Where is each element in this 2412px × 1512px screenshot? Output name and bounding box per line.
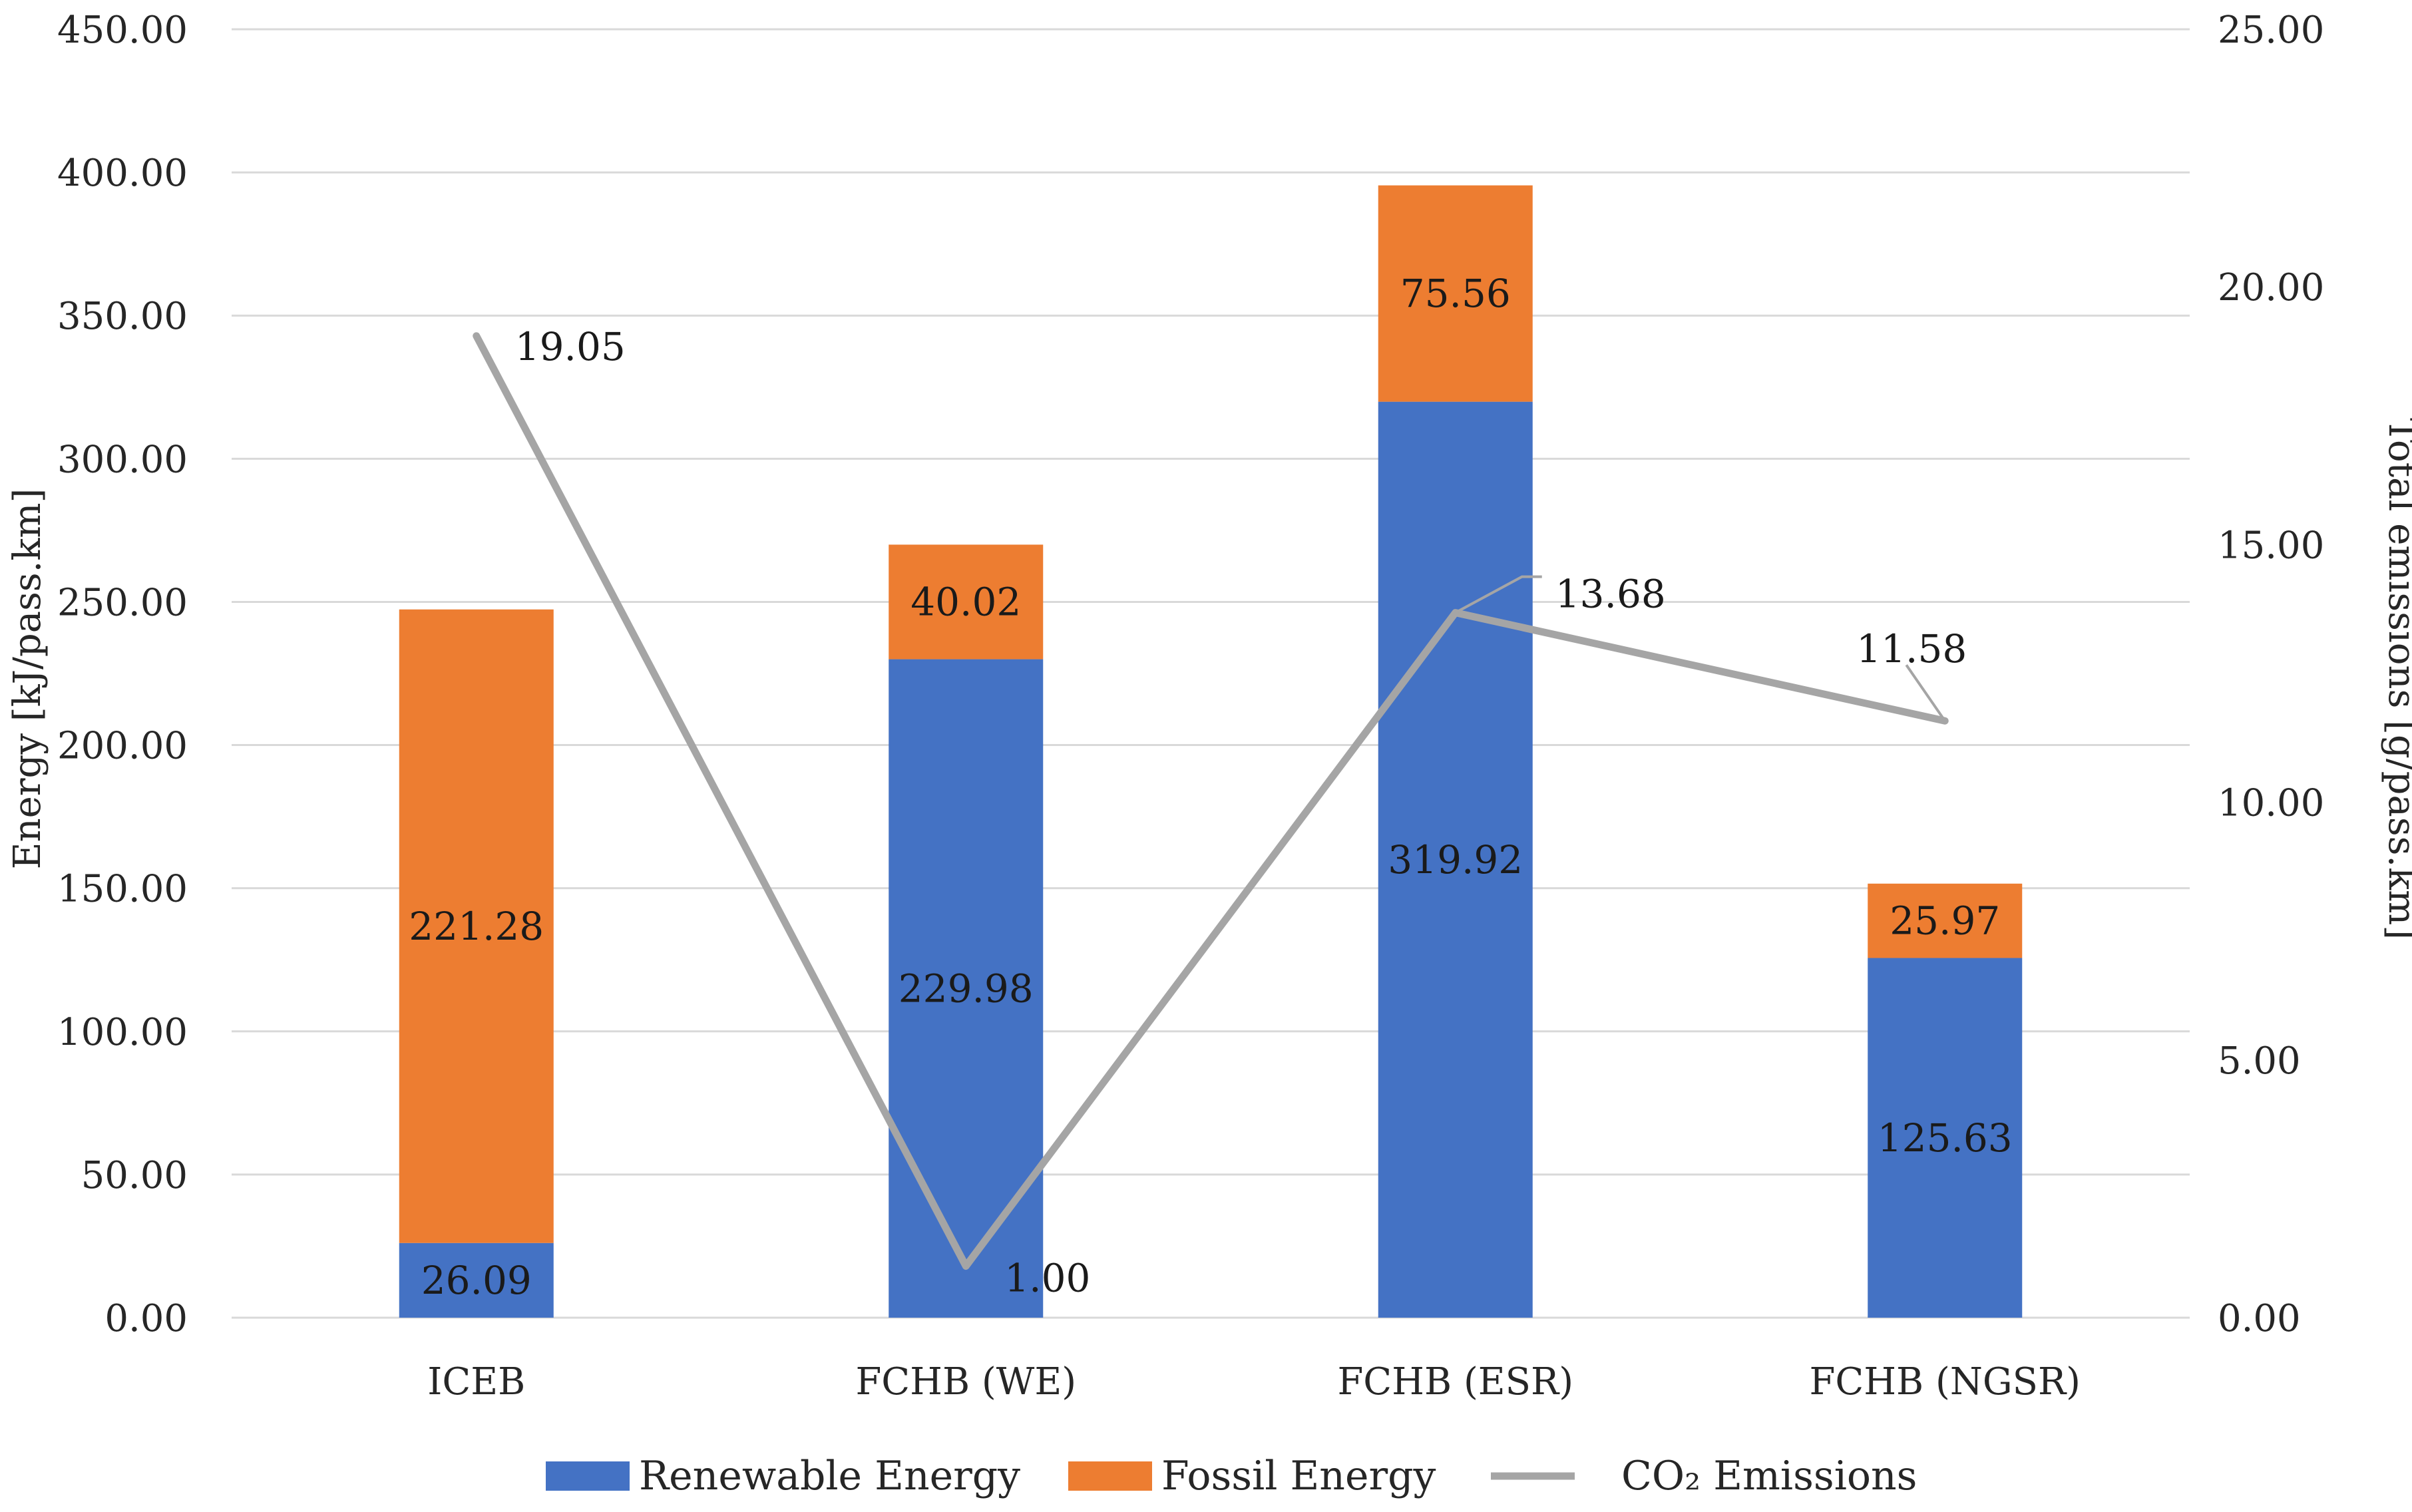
left-tick-label: 300.00 [57,438,188,481]
right-tick-label: 15.00 [2218,524,2324,567]
right-tick-label: 0.00 [2218,1297,2301,1340]
bar-fossil [1868,883,2023,958]
right-tick-label: 20.00 [2218,266,2324,309]
bar-data-label: 25.97 [1890,898,2000,944]
bar-fossil [1378,185,1533,402]
left-tick-label: 200.00 [57,725,188,768]
category-labels: ICEB FCHB (WE) FCHB (ESR) FCHB (NGSR) [427,1360,2081,1404]
leader-line [1905,664,1946,722]
bar-renewable [889,659,1044,1318]
left-tick-label: 450.00 [57,9,188,52]
category-label: FCHB (WE) [855,1360,1076,1404]
right-axis-title: Total emissions [g/pass.km] [2380,418,2412,940]
co2-emissions-line [473,332,1949,1270]
right-tick-label: 25.00 [2218,9,2324,52]
category-label: FCHB (ESR) [1337,1360,1573,1404]
left-tick-label: 0.00 [104,1297,188,1340]
line-data-label: 1.00 [1004,1256,1090,1301]
bar-fossil [889,544,1044,660]
bar-renewable [1868,958,2023,1318]
legend-label: Renewable Energy [639,1453,1020,1499]
bar-data-label: 75.56 [1400,271,1511,316]
left-tick-label: 150.00 [57,868,188,911]
bar-data-label: 26.09 [421,1258,532,1303]
bar-renewable [1378,401,1533,1318]
left-tick-label: 250.00 [57,581,188,624]
left-tick-label: 50.00 [81,1154,188,1197]
category-label: ICEB [427,1360,525,1404]
right-tick-label: 10.00 [2218,782,2324,825]
bar-series [399,185,2023,1318]
left-tick-label: 350.00 [57,295,188,338]
bar-data-label: 221.28 [409,904,544,949]
legend: Renewable Energy Fossil Energy CO₂ Emissio… [546,1453,1917,1499]
bar-data-label: 229.98 [899,966,1034,1011]
category-label: FCHB (NGSR) [1810,1360,2081,1404]
right-axis-ticks: 0.00 5.00 10.00 15.00 20.00 25.00 [2218,9,2324,1340]
legend-label: CO₂ Emissions [1621,1453,1917,1499]
line-data-label: 19.05 [515,324,626,369]
gridlines [232,28,2190,1319]
data-labels: 26.09 221.28 229.98 40.02 319.92 75.56 125.63 2… [409,271,2012,1303]
bar-renewable [399,1242,554,1318]
line-series [473,332,1949,1270]
bar-fossil [399,609,554,1243]
bar-data-label: 319.92 [1388,837,1523,882]
left-axis-ticks: 0.00 50.00 100.00 150.00 200.00 250.00 300.00 3… [57,9,188,1340]
legend-swatch [546,1461,630,1491]
left-tick-label: 100.00 [57,1011,188,1054]
line-data-label: 11.58 [1856,626,1967,671]
right-tick-label: 5.00 [2218,1040,2301,1083]
legend-swatch [1068,1461,1152,1491]
leader-line [1454,575,1542,614]
bar-data-label: 125.63 [1878,1115,2013,1161]
left-axis-title: Energy [kJ/pass.km] [6,488,49,870]
left-tick-label: 400.00 [57,152,188,195]
legend-label: Fossil Energy [1161,1453,1436,1499]
line-data-label: 13.68 [1555,572,1666,617]
bar-data-label: 40.02 [910,579,1021,624]
